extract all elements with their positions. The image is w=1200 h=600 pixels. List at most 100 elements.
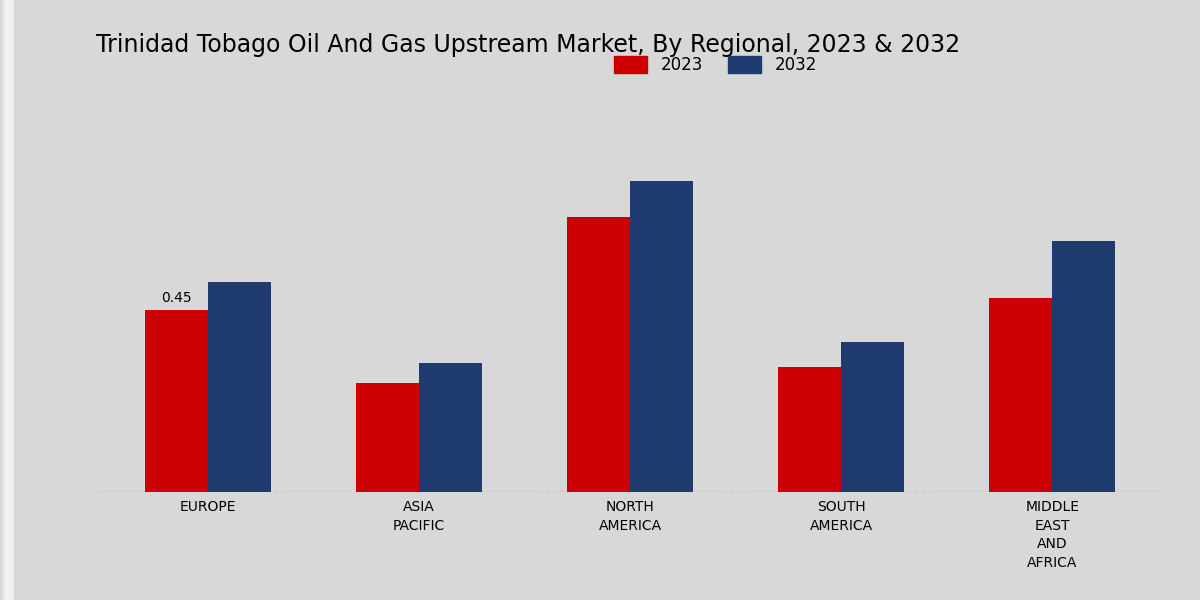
Bar <box>0 0 6 600</box>
Bar <box>6 0 12 600</box>
Bar <box>2 0 8 600</box>
Bar <box>2 0 8 600</box>
Bar <box>5 0 11 600</box>
Bar <box>1 0 7 600</box>
Bar <box>5 0 11 600</box>
Bar <box>1 0 7 600</box>
Bar <box>1 0 7 600</box>
Bar <box>4 0 10 600</box>
Bar <box>5 0 11 600</box>
Bar <box>4 0 10 600</box>
Bar <box>0 0 6 600</box>
Bar <box>0 0 6 600</box>
Bar <box>5 0 11 600</box>
Bar <box>4 0 10 600</box>
Bar <box>4 0 10 600</box>
Bar <box>2 0 8 600</box>
Bar <box>2 0 8 600</box>
Bar <box>5 0 11 600</box>
Bar <box>1 0 7 600</box>
Bar <box>1 0 7 600</box>
Bar <box>2 0 8 600</box>
Bar <box>2 0 8 600</box>
Bar <box>6 0 12 600</box>
Bar <box>4 0 10 600</box>
Bar <box>2 0 8 600</box>
Bar <box>6 0 12 600</box>
Bar <box>0 0 6 600</box>
Bar <box>1 0 7 600</box>
Bar <box>4 0 10 600</box>
Bar <box>6 0 12 600</box>
Bar <box>4 0 10 600</box>
Bar <box>2 0 8 600</box>
Bar <box>2 0 8 600</box>
Bar <box>4 0 10 600</box>
Bar <box>2 0 8 600</box>
Bar <box>1 0 7 600</box>
Bar <box>1 0 7 600</box>
Bar <box>2 0 8 600</box>
Bar <box>4 0 10 600</box>
Bar <box>5 0 11 600</box>
Bar <box>1 0 7 600</box>
Bar <box>2 0 8 600</box>
Bar <box>2 0 8 600</box>
Bar <box>4 0 10 600</box>
Bar <box>2 0 8 600</box>
Bar <box>2 0 8 600</box>
Bar <box>4 0 10 600</box>
Bar <box>5 0 11 600</box>
Bar <box>6 0 12 600</box>
Bar <box>0 0 6 600</box>
Bar <box>5 0 11 600</box>
Bar <box>1 0 7 600</box>
Bar <box>1 0 7 600</box>
Bar <box>2 0 8 600</box>
Bar <box>2 0 8 600</box>
Bar <box>0 0 6 600</box>
Bar <box>5 0 11 600</box>
Bar <box>0 0 6 600</box>
Bar <box>2 0 8 600</box>
Bar <box>1 0 7 600</box>
Bar <box>5 0 11 600</box>
Bar <box>2 0 8 600</box>
Bar <box>2 0 8 600</box>
Bar <box>5 0 11 600</box>
Bar <box>4 0 10 600</box>
Bar <box>2 0 10 600</box>
Bar <box>5 0 11 600</box>
Bar <box>2 0 8 600</box>
Bar <box>1 0 7 600</box>
Bar <box>2 0 8 600</box>
Bar <box>4 0 10 600</box>
Bar <box>6 0 12 600</box>
Bar <box>0 0 6 600</box>
Text: 0.45: 0.45 <box>161 291 192 305</box>
Bar <box>4 0 10 600</box>
Bar <box>1 0 7 600</box>
Bar <box>6 0 12 600</box>
Bar <box>5 0 11 600</box>
Bar <box>5 0 11 600</box>
Bar <box>0 0 6 600</box>
Bar <box>1 0 7 600</box>
Bar <box>0 0 6 600</box>
Bar <box>1 0 7 600</box>
Bar <box>4 0 10 600</box>
Bar <box>1 0 7 600</box>
Bar <box>4 0 10 600</box>
Bar <box>1 0 7 600</box>
Bar <box>4 0 10 600</box>
Bar <box>2 0 8 600</box>
Bar <box>1 0 7 600</box>
Bar <box>5 0 11 600</box>
Bar <box>6 0 12 600</box>
Bar <box>5 0 11 600</box>
Bar <box>6 0 12 600</box>
Bar <box>6 0 12 600</box>
Bar <box>2 0 8 600</box>
Bar <box>0 0 6 600</box>
Bar <box>6 0 12 600</box>
